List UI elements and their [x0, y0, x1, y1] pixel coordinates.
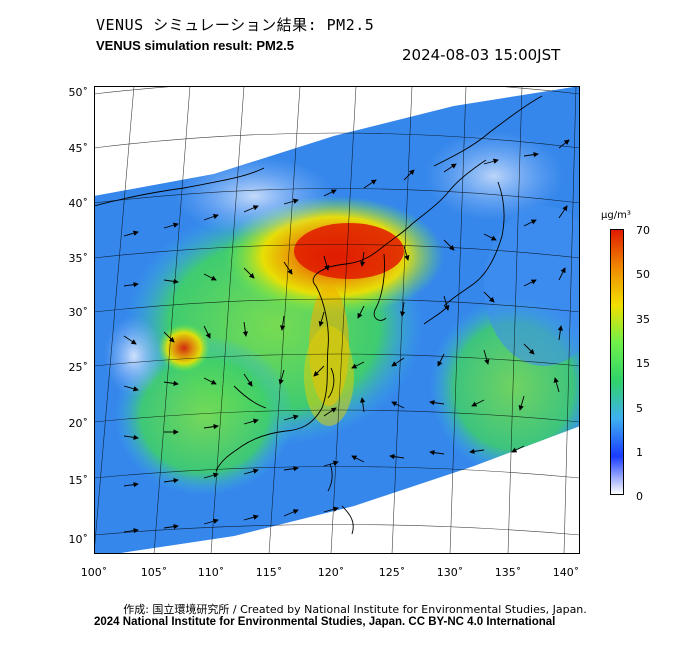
colorbar-tick: 50	[636, 268, 650, 281]
lat-label: 40˚	[68, 197, 89, 210]
lon-label: 100˚	[80, 566, 108, 579]
map-title-japanese: VENUS シミュレーション結果: PM2.5	[96, 16, 375, 34]
lon-label: 110˚	[197, 566, 225, 579]
lat-label: 15˚	[68, 474, 89, 487]
lon-label: 120˚	[317, 566, 345, 579]
colorbar-tick: 70	[636, 224, 650, 237]
colorbar-tick: 35	[636, 313, 650, 326]
lon-label: 105˚	[140, 566, 168, 579]
wind-vectors	[123, 139, 570, 534]
colorbar-unit: μg/m³	[601, 210, 631, 221]
lon-label: 125˚	[378, 566, 406, 579]
lon-label: 140˚	[552, 566, 580, 579]
colorbar	[610, 229, 624, 495]
lat-label: 45˚	[68, 142, 89, 155]
concentration-field	[94, 86, 580, 554]
lon-label: 135˚	[494, 566, 522, 579]
colorbar-tick: 5	[636, 402, 643, 415]
forecast-timestamp: 2024-08-03 15:00JST	[402, 46, 561, 64]
map-title-english: VENUS simulation result: PM2.5	[96, 38, 294, 53]
lon-label: 130˚	[436, 566, 464, 579]
copyright-line: 2024 National Institute for Environmenta…	[94, 616, 556, 628]
colorbar-tick: 0	[636, 490, 643, 503]
lat-label: 30˚	[68, 306, 89, 319]
pm25-map	[94, 86, 580, 554]
colorbar-tick: 1	[636, 446, 643, 459]
lat-label: 50˚	[68, 86, 89, 99]
lon-label: 115˚	[255, 566, 283, 579]
lat-label: 10˚	[68, 533, 89, 546]
lat-label: 35˚	[68, 252, 89, 265]
colorbar-tick: 15	[636, 357, 650, 370]
lat-label: 20˚	[68, 417, 89, 430]
graticule	[94, 86, 580, 554]
credit-line: 作成: 国立環境研究所 / Created by National Instit…	[123, 603, 587, 616]
lat-label: 25˚	[68, 361, 89, 374]
map-border	[94, 86, 580, 554]
coastlines	[94, 95, 543, 535]
